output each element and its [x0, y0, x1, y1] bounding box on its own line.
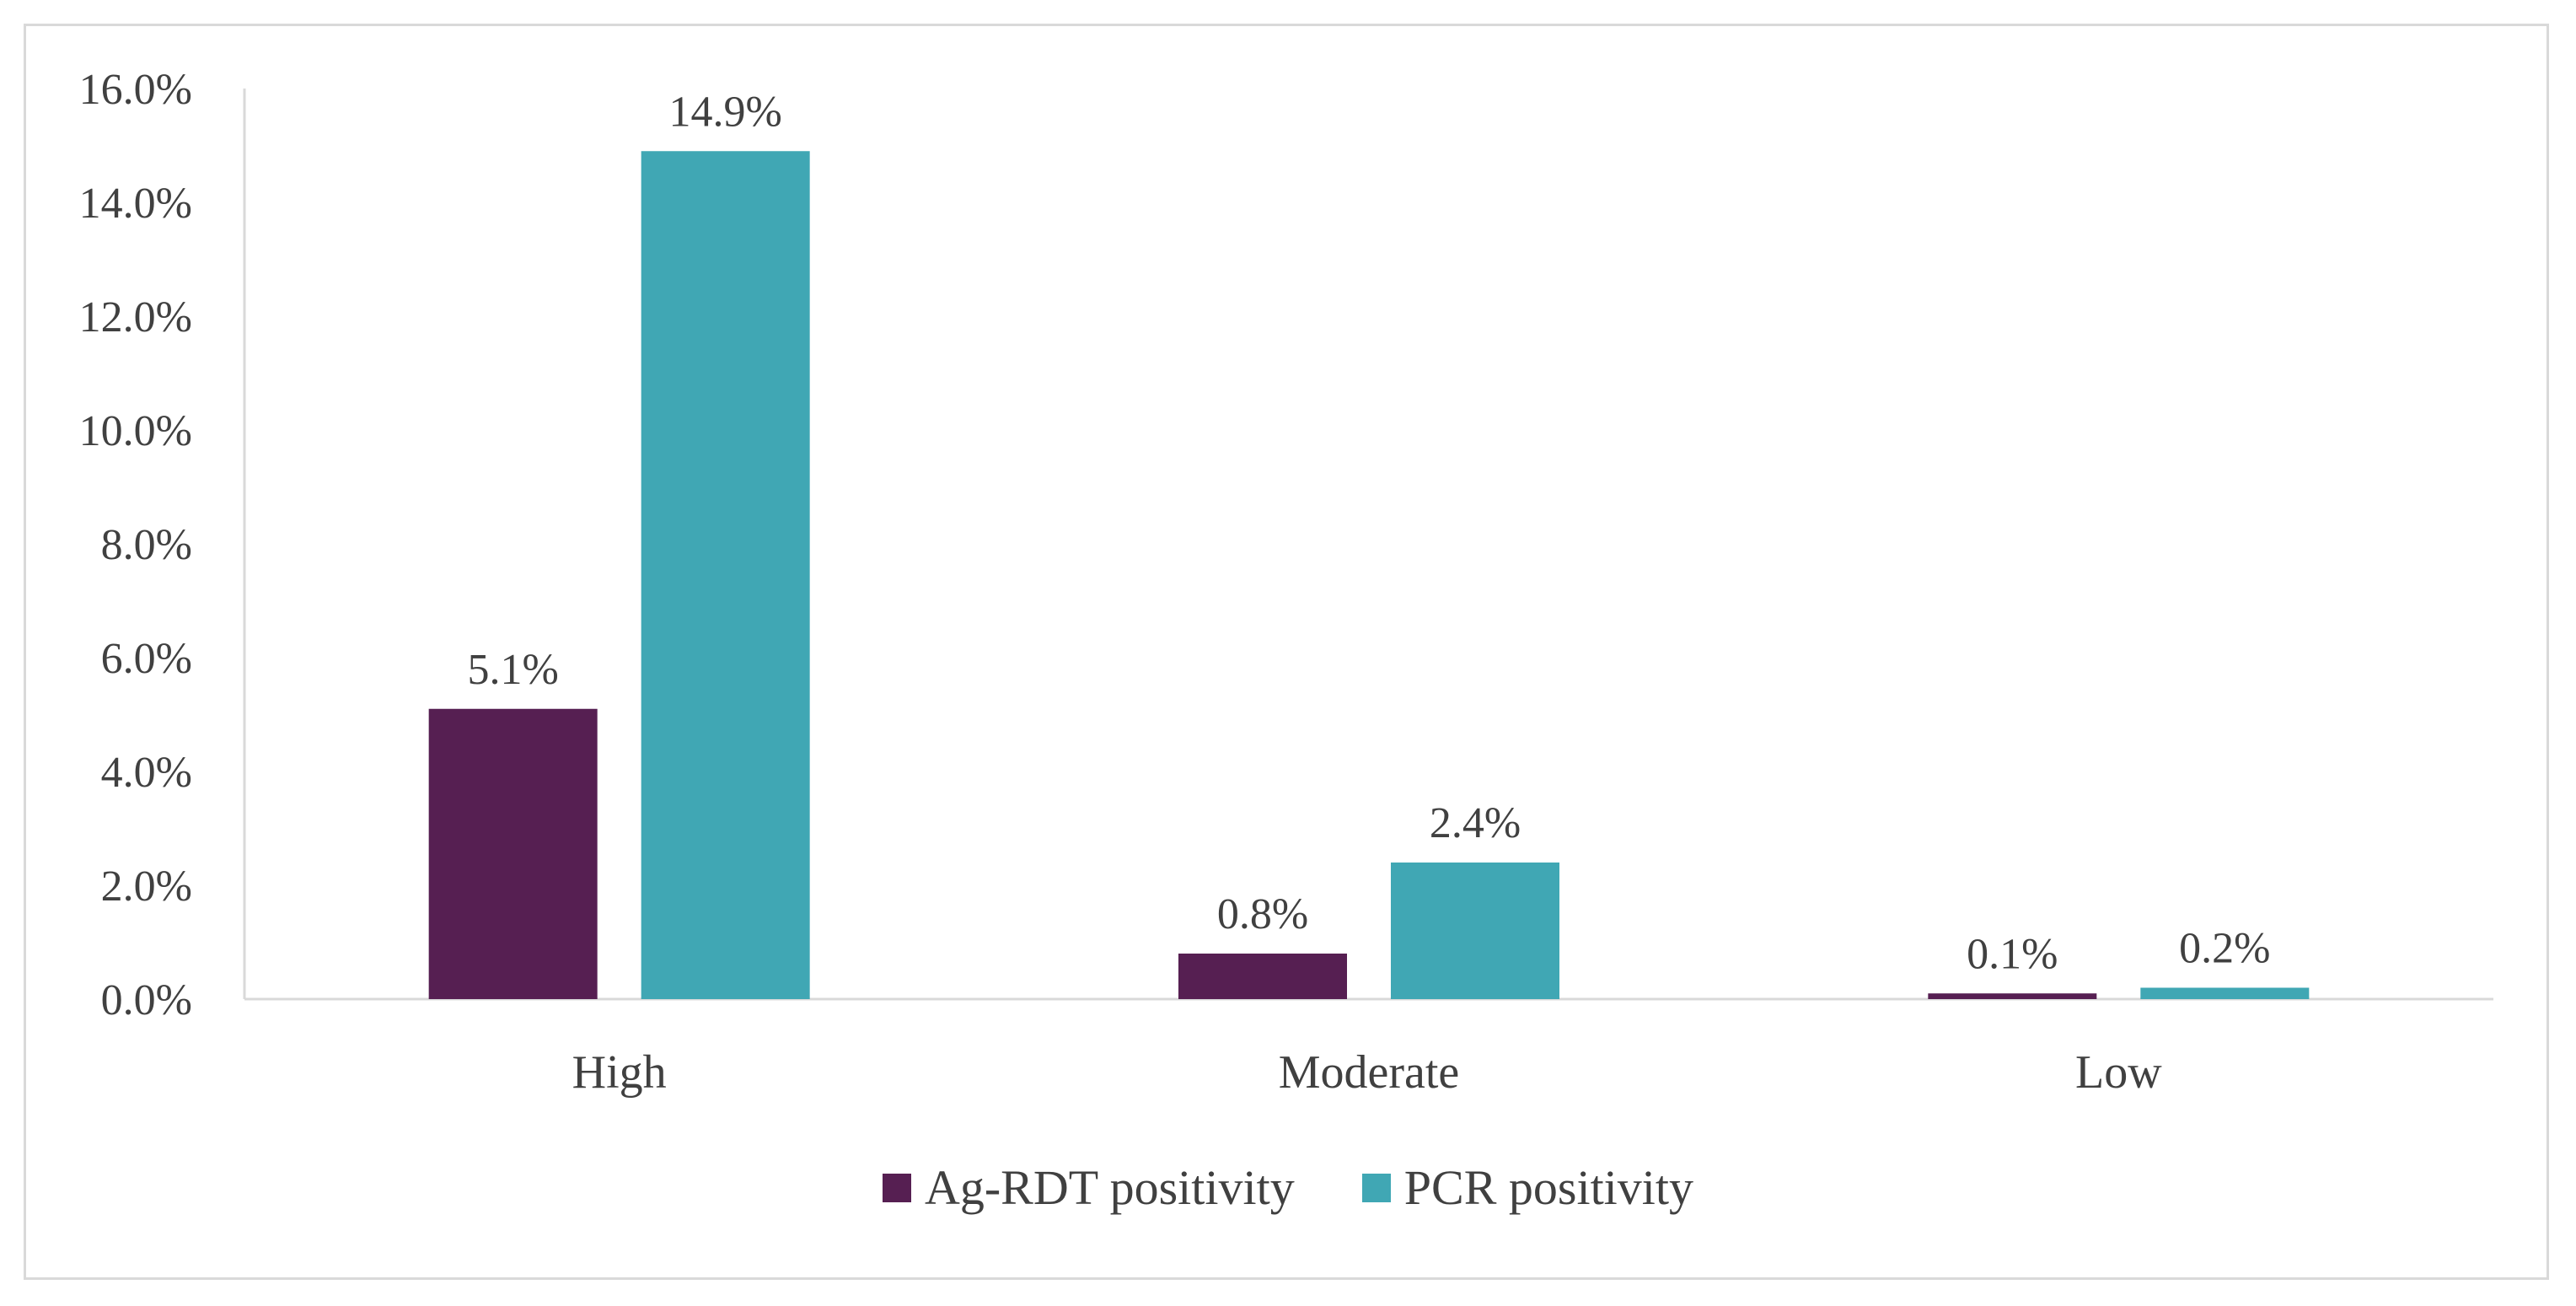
legend-label-pcr: PCR positivity — [1403, 1160, 1694, 1215]
data-label: 0.8% — [1217, 890, 1308, 938]
y-tick-label: 6.0% — [101, 635, 192, 683]
y-tick-label: 14.0% — [79, 180, 192, 228]
data-label: 14.9% — [669, 88, 782, 136]
x-category-label: High — [572, 1046, 667, 1099]
bar-pcr-positivity-moderate — [1391, 863, 1559, 999]
y-tick-label: 0.0% — [101, 976, 192, 1024]
x-category-label: Low — [2075, 1046, 2162, 1099]
legend-swatch-ag-rdt — [882, 1173, 911, 1202]
data-label: 0.1% — [1967, 930, 2058, 978]
y-tick-label: 12.0% — [79, 293, 192, 341]
legend-item-ag-rdt: Ag-RDT positivity — [882, 1159, 1295, 1216]
y-tick-label: 10.0% — [79, 407, 192, 455]
x-category-label: Moderate — [1279, 1046, 1460, 1099]
legend-item-pcr: PCR positivity — [1361, 1159, 1694, 1216]
chart-frame — [24, 24, 2549, 1280]
bar-ag-rdt-positivity-high — [428, 708, 598, 999]
y-tick-label: 2.0% — [101, 863, 192, 911]
bar-pcr-positivity-low — [2140, 987, 2310, 999]
data-labels: 5.1% 14.9% 0.8% 2.4% 0.1% 0.2% — [468, 88, 2271, 978]
legend-label-ag-rdt: Ag-RDT positivity — [924, 1160, 1295, 1215]
y-tick-label: 4.0% — [101, 749, 192, 797]
bar-ag-rdt-positivity-moderate — [1178, 954, 1347, 999]
bar-pcr-positivity-high — [641, 151, 810, 999]
legend-swatch-pcr — [1361, 1173, 1391, 1202]
data-label: 5.1% — [468, 646, 559, 694]
bars — [428, 151, 2310, 999]
bar-ag-rdt-positivity-low — [1928, 993, 2097, 999]
legend: Ag-RDT positivity PCR positivity — [0, 1159, 2576, 1216]
data-label: 0.2% — [2179, 925, 2270, 973]
data-label: 2.4% — [1430, 799, 1521, 847]
category-labels: High Moderate Low — [572, 1046, 2163, 1099]
y-axis-ticks: 0.0% 2.0% 4.0% 6.0% 8.0% 10.0% 12.0% 14.0% 16.0% — [79, 66, 192, 1024]
y-tick-label: 8.0% — [101, 521, 192, 569]
y-tick-label: 16.0% — [79, 66, 192, 114]
